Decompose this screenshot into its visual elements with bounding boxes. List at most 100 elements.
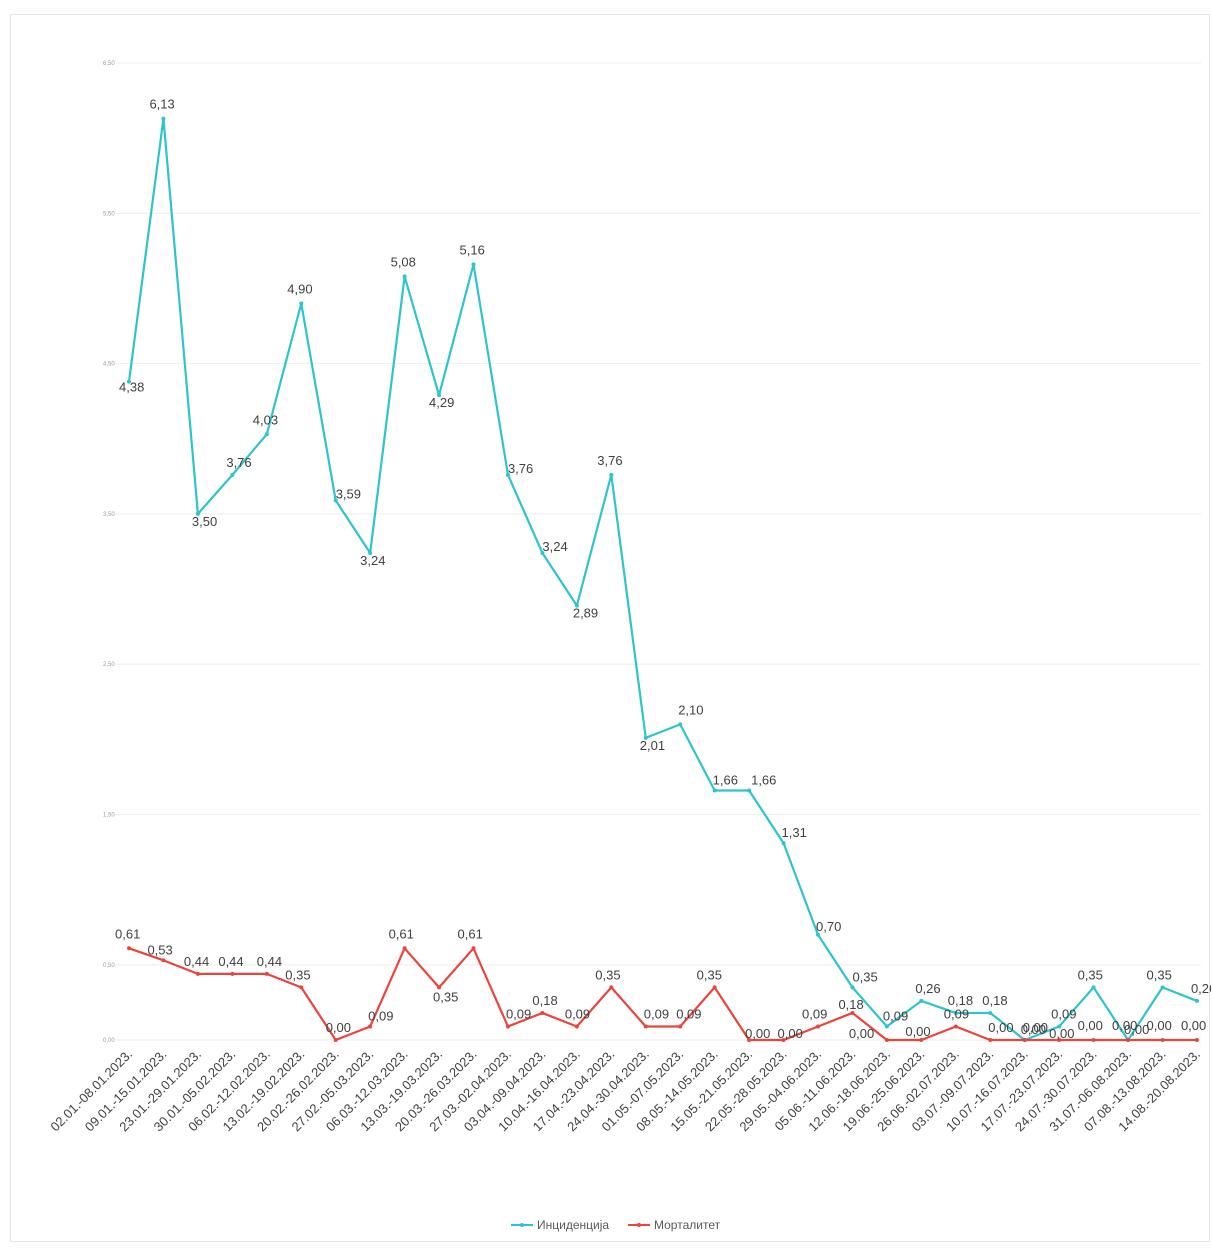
data-point xyxy=(643,1024,648,1029)
data-point xyxy=(127,379,131,384)
data-point xyxy=(1160,1038,1165,1042)
data-point xyxy=(678,1024,683,1029)
data-label: 2,10 xyxy=(678,702,703,717)
data-label: 0,00 xyxy=(1049,1026,1074,1041)
data-point xyxy=(884,1038,889,1042)
data-label: 0,00 xyxy=(1124,1022,1149,1037)
data-point xyxy=(712,788,717,793)
legend-label: Морталитет xyxy=(654,1218,721,1232)
data-point xyxy=(1091,1038,1096,1042)
data-label: 2,01 xyxy=(640,738,665,753)
data-point xyxy=(1091,985,1096,990)
data-label: 0,09 xyxy=(644,1006,669,1021)
data-point xyxy=(1160,985,1165,990)
chart-frame: 0,00 0,50 1,50 2,50 3,50 4,50 5,50 6,50 4,38 6,1… xyxy=(10,14,1211,1242)
x-axis-labels: 02.01.-08.01.2023.09.01.-15.01.2023.23.0… xyxy=(47,1047,1203,1135)
data-point xyxy=(505,472,510,477)
data-point xyxy=(678,722,683,727)
data-point xyxy=(299,301,304,306)
data-point xyxy=(333,1038,338,1042)
data-label: 0,09 xyxy=(1051,1006,1076,1021)
data-label: 0,44 xyxy=(184,954,209,969)
data-point xyxy=(574,1024,579,1029)
data-point xyxy=(1057,1038,1062,1042)
data-label: 0,00 xyxy=(1112,1018,1137,1033)
data-label: 0,00 xyxy=(905,1024,930,1039)
data-label: 0,09 xyxy=(676,1006,701,1021)
data-label: 0,61 xyxy=(458,926,483,941)
data-point xyxy=(988,1010,993,1015)
data-label: 0,18 xyxy=(948,993,973,1008)
data-point xyxy=(368,1024,373,1029)
data-label: 4,29 xyxy=(429,395,454,410)
data-point xyxy=(402,946,407,951)
data-label: 0,09 xyxy=(565,1006,590,1021)
data-point xyxy=(1057,1024,1062,1029)
data-label: 0,00 xyxy=(326,1020,351,1035)
series-line-2 xyxy=(128,947,1197,1042)
data-label: 0,09 xyxy=(368,1008,393,1023)
data-label: 5,08 xyxy=(391,254,416,269)
data-point xyxy=(850,985,855,990)
data-label: 0,09 xyxy=(802,1006,827,1021)
data-point xyxy=(333,498,338,503)
data-label: 0,18 xyxy=(838,997,863,1012)
data-point xyxy=(230,971,235,976)
legend-label: Инциденција xyxy=(537,1218,609,1232)
y-tick-label: 2,50 xyxy=(103,662,115,668)
data-label: 0,61 xyxy=(389,926,414,941)
data-label: 3,76 xyxy=(597,453,622,468)
data-label: 3,59 xyxy=(336,486,361,501)
data-label: 0,35 xyxy=(433,989,458,1004)
y-tick-label: 0,50 xyxy=(103,963,115,969)
y-tick-label: 6,50 xyxy=(103,61,115,67)
y-tick-label: 4,50 xyxy=(103,362,115,368)
data-label: 3,76 xyxy=(508,461,533,476)
data-point xyxy=(919,998,924,1003)
data-label: 2,89 xyxy=(573,606,598,621)
legend-marker xyxy=(520,1223,524,1227)
data-label: 3,76 xyxy=(226,455,251,470)
data-point xyxy=(953,1024,958,1029)
data-point xyxy=(609,472,614,477)
data-label: 0,70 xyxy=(816,919,841,934)
data-label: 0,00 xyxy=(1078,1018,1103,1033)
data-label: 4,03 xyxy=(253,412,278,427)
data-point xyxy=(747,788,752,793)
data-label: 0,35 xyxy=(1147,967,1172,982)
data-point xyxy=(230,472,235,477)
data-label: 3,24 xyxy=(360,553,385,568)
y-tick-label: 3,50 xyxy=(103,512,115,518)
data-point xyxy=(471,262,476,267)
data-label: 0,09 xyxy=(944,1006,969,1021)
data-label: 1,66 xyxy=(751,772,776,787)
data-label: 0,00 xyxy=(778,1026,803,1041)
data-point xyxy=(299,985,304,990)
data-label: 0,26 xyxy=(1191,981,1211,996)
data-label: 0,35 xyxy=(697,967,722,982)
data-label: 0,61 xyxy=(115,926,140,941)
series-lines xyxy=(127,116,1199,1042)
data-point xyxy=(884,1024,889,1029)
data-label: 1,66 xyxy=(713,772,738,787)
data-label: 0,09 xyxy=(883,1008,908,1023)
y-axis-ticks: 0,00 0,50 1,50 2,50 3,50 4,50 5,50 6,50 xyxy=(103,61,115,1044)
data-label: 3,24 xyxy=(542,539,567,554)
data-point xyxy=(781,841,786,846)
y-tick-label: 0,00 xyxy=(103,1038,115,1044)
data-label: 0,53 xyxy=(147,942,172,957)
data-label: 0,35 xyxy=(852,969,877,984)
data-label: 3,50 xyxy=(192,514,217,529)
data-label: 0,35 xyxy=(1078,967,1103,982)
data-label: 0,35 xyxy=(285,967,310,982)
gridlines xyxy=(116,62,1201,1041)
data-point xyxy=(161,116,166,121)
data-point xyxy=(781,1038,786,1042)
data-label: 0,44 xyxy=(257,954,282,969)
y-tick-label: 1,50 xyxy=(103,813,115,819)
data-point xyxy=(195,971,200,976)
y-tick-label: 5,50 xyxy=(103,211,115,217)
data-label: 5,16 xyxy=(460,242,485,257)
data-label: 0,00 xyxy=(1147,1018,1172,1033)
data-label: 0,26 xyxy=(915,981,940,996)
